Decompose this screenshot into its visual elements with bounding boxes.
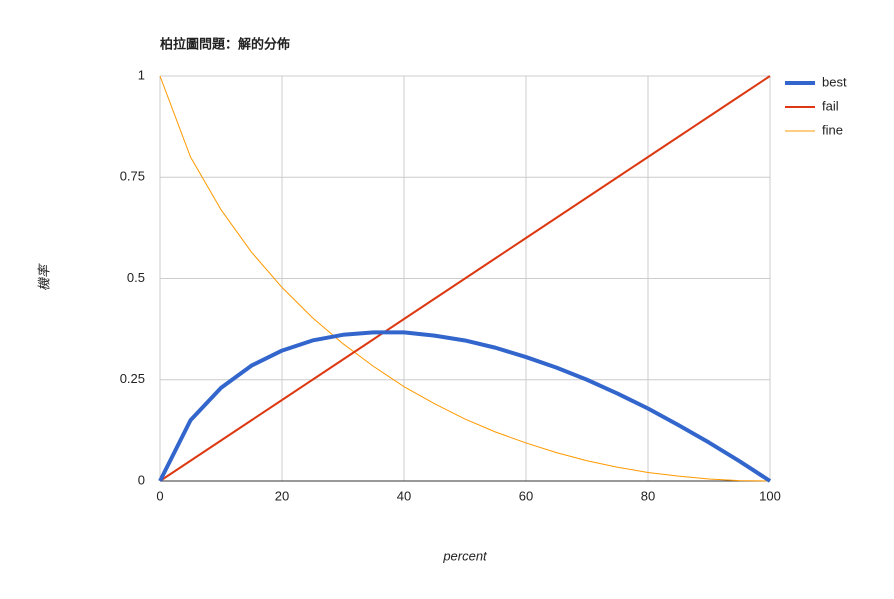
y-tick-label: 1: [138, 67, 145, 82]
x-tick-label: 20: [275, 488, 289, 503]
y-tick-label: 0.75: [120, 169, 145, 184]
x-tick-label: 40: [397, 488, 411, 503]
line-series: [159, 75, 771, 482]
y-tick-label: 0.5: [127, 270, 145, 285]
line-series: [159, 75, 771, 482]
y-tick-label: 0.25: [120, 371, 145, 386]
x-tick-label: 80: [641, 488, 655, 503]
legend-label: fine: [822, 122, 843, 137]
x-tick-label: 0: [156, 488, 163, 503]
legend-label: fail: [822, 98, 839, 113]
y-tick-label: 0: [138, 472, 145, 487]
x-tick-label: 60: [519, 488, 533, 503]
legend-label: best: [822, 74, 847, 89]
line-series: [158, 330, 772, 483]
y-axis-label: 機率: [36, 263, 51, 291]
chart-title: 柏拉圖問題：解的分佈: [160, 36, 290, 51]
x-axis-label: percent: [442, 548, 488, 563]
x-tick-label: 100: [759, 488, 781, 503]
